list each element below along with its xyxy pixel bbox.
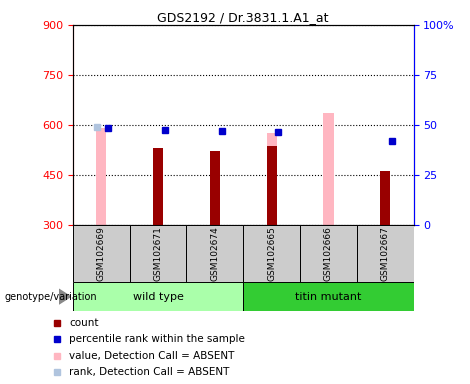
Text: value, Detection Call = ABSENT: value, Detection Call = ABSENT	[70, 351, 235, 361]
Bar	[153, 148, 163, 225]
Text: wild type: wild type	[133, 291, 183, 302]
Text: GSM102666: GSM102666	[324, 226, 333, 281]
Text: rank, Detection Call = ABSENT: rank, Detection Call = ABSENT	[70, 367, 230, 377]
Text: titin mutant: titin mutant	[295, 291, 361, 302]
Bar	[96, 128, 106, 225]
Bar	[130, 225, 187, 282]
Bar	[73, 282, 243, 311]
Bar	[380, 171, 390, 225]
Bar	[187, 225, 243, 282]
Bar	[210, 151, 220, 225]
Text: genotype/variation: genotype/variation	[5, 291, 97, 302]
Text: GSM102665: GSM102665	[267, 226, 276, 281]
Polygon shape	[59, 289, 70, 304]
Text: GSM102674: GSM102674	[211, 226, 219, 281]
Bar	[243, 225, 300, 282]
Text: percentile rank within the sample: percentile rank within the sample	[70, 334, 245, 344]
Bar	[266, 146, 277, 225]
Bar	[73, 225, 130, 282]
Bar	[266, 133, 277, 225]
Bar	[243, 282, 414, 311]
Text: GSM102667: GSM102667	[381, 226, 390, 281]
Text: GSM102671: GSM102671	[154, 226, 163, 281]
Text: GSM102669: GSM102669	[97, 226, 106, 281]
Bar	[300, 225, 357, 282]
Bar	[323, 113, 334, 225]
Text: count: count	[70, 318, 99, 328]
Bar	[357, 225, 414, 282]
Title: GDS2192 / Dr.3831.1.A1_at: GDS2192 / Dr.3831.1.A1_at	[157, 11, 329, 24]
